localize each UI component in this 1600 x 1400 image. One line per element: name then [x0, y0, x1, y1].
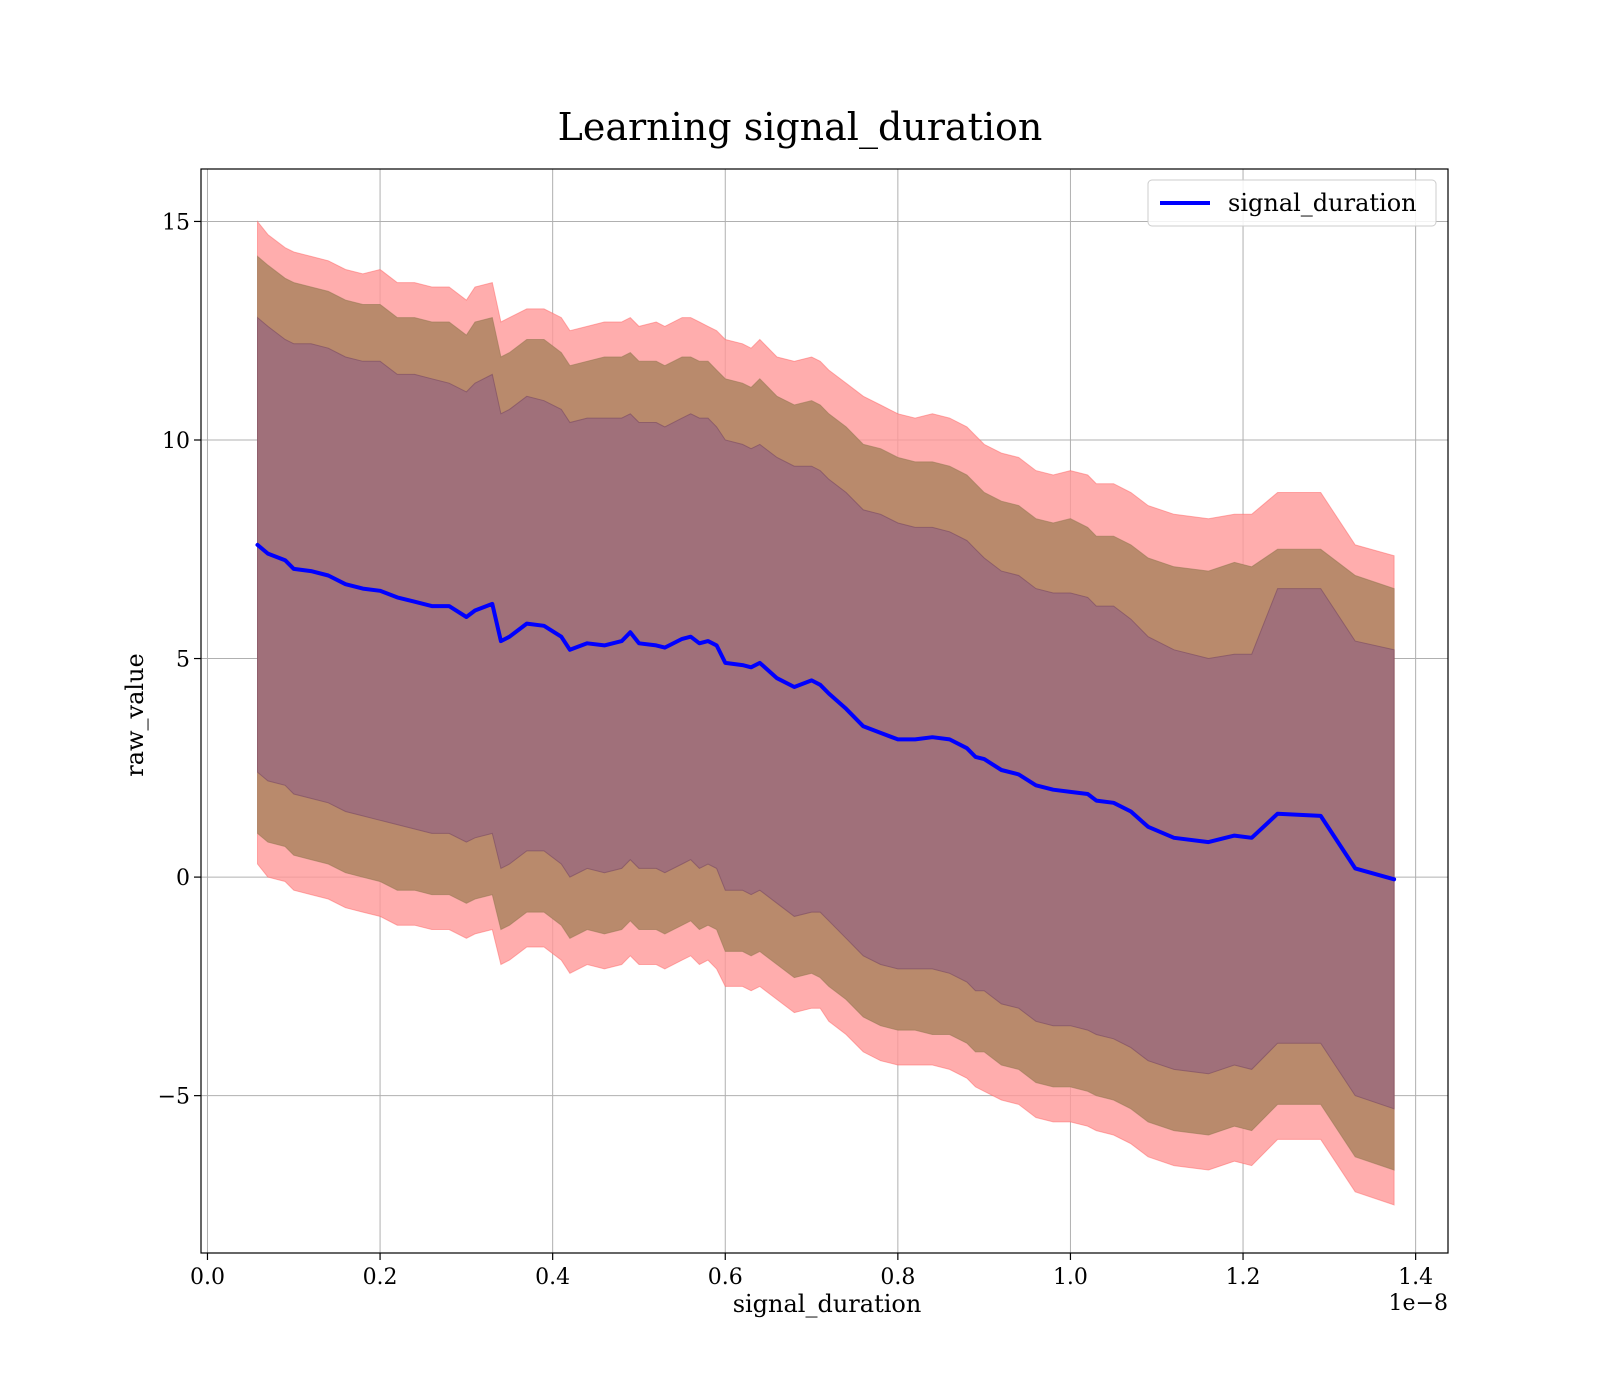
x-tick-label: 0.2	[363, 1265, 398, 1290]
x-tick-label: 1.4	[1398, 1265, 1433, 1290]
legend: signal_duration	[1147, 179, 1437, 227]
band-layer	[257, 220, 1395, 1206]
line-layer	[255, 542, 1397, 882]
chart-title: Learning signal_duration	[558, 105, 1043, 150]
x-axis-label: signal_duration	[733, 1290, 922, 1318]
x-tick-label: 0.8	[880, 1265, 915, 1290]
y-axis-ticks: −5 0 5 10 15	[158, 210, 201, 1110]
y-tick-label: 10	[162, 429, 190, 454]
x-tick-label: 0.6	[708, 1265, 743, 1290]
y-tick-label: 15	[162, 210, 190, 235]
x-tick-label: 1.0	[1053, 1265, 1088, 1290]
legend-box	[1147, 179, 1437, 227]
y-axis-label: raw_value	[121, 653, 149, 777]
y-tick-label: 5	[176, 648, 190, 673]
x-axis-ticks: 0.0 0.2 0.4 0.6 0.8 1.0 1.2 1.4	[190, 1253, 1433, 1290]
x-tick-label: 0.4	[535, 1265, 570, 1290]
legend-label: signal_duration	[1228, 189, 1417, 217]
plot-frame	[200, 168, 1449, 1254]
inner-confidence-band	[257, 316, 1395, 1110]
y-tick-label: −5	[158, 1085, 190, 1110]
x-offset-label: 1e−8	[1389, 1291, 1448, 1316]
y-tick-label: 0	[176, 866, 190, 891]
x-tick-label: 1.2	[1226, 1265, 1261, 1290]
x-tick-label: 0.0	[190, 1265, 225, 1290]
series-line-signal-duration	[255, 542, 1397, 882]
